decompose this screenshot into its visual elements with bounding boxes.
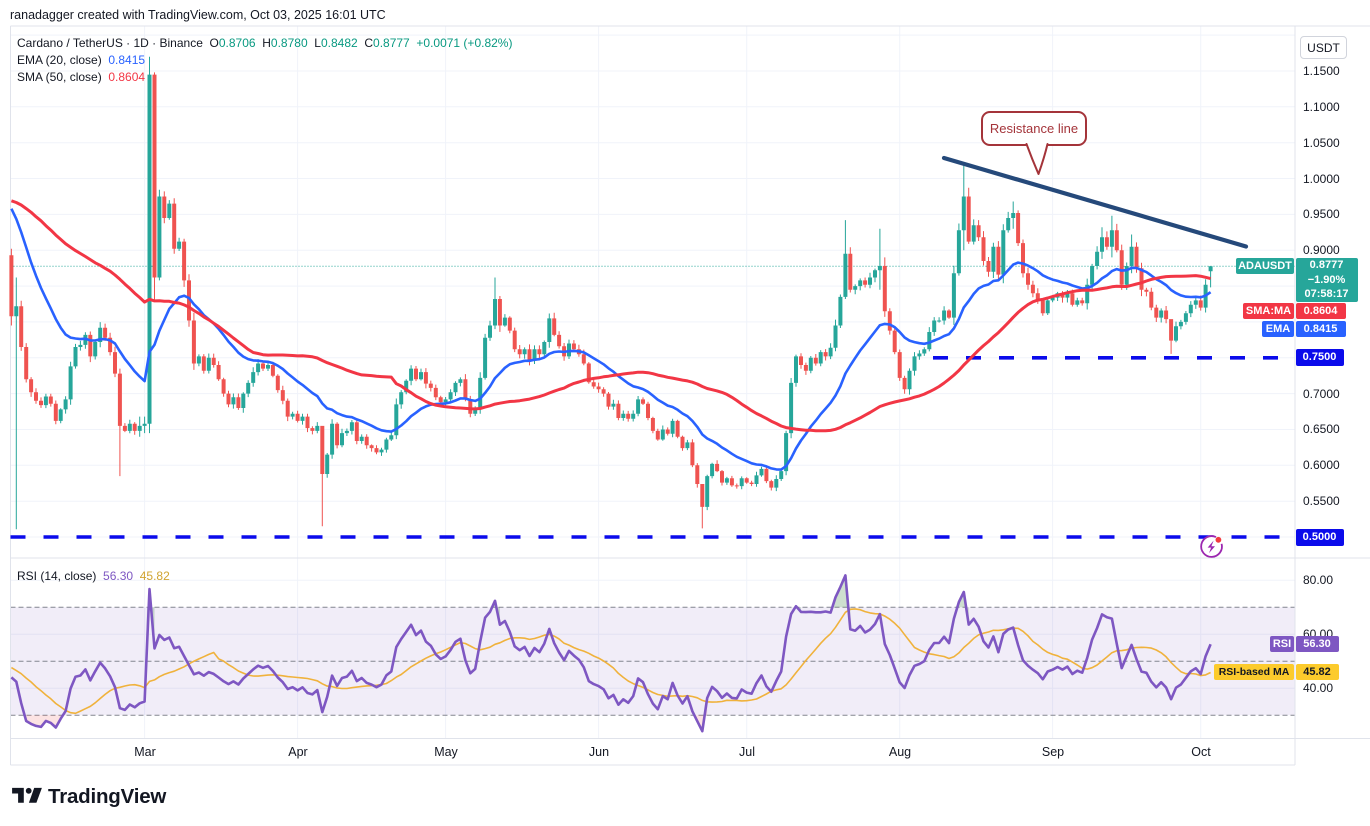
svg-text:Resistance line: Resistance line [990, 121, 1078, 136]
